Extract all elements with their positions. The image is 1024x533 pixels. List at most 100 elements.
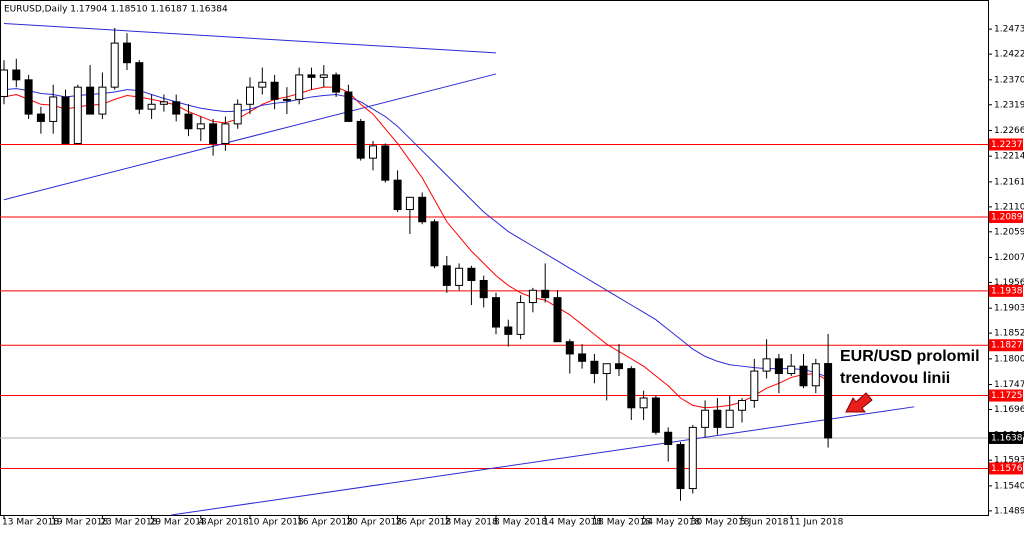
arrow (845, 392, 873, 413)
candle-body (12, 69, 21, 81)
candle-body (307, 74, 316, 78)
price-label: 1.16384 (991, 433, 1024, 443)
candle-body (184, 113, 193, 130)
y-tick-label: 1.17475 (994, 380, 1024, 390)
candle-body (467, 267, 476, 282)
candle-body (110, 42, 119, 88)
x-tick-label: 8 May 2018 (494, 518, 547, 528)
candle-body (504, 326, 513, 335)
level-label-bg (989, 339, 1023, 352)
candle-body (553, 297, 562, 343)
candle-body (442, 265, 451, 286)
candle-body (159, 101, 168, 105)
level-label: 1.20898 (991, 212, 1024, 222)
x-tick-label: 19 Mar 2018 (51, 518, 108, 528)
candle-body (688, 426, 697, 490)
y-tick-label: 1.14895 (994, 506, 1024, 516)
candle-body (615, 363, 623, 370)
candle-body (172, 101, 181, 115)
candle-body (651, 397, 660, 433)
x-tick-label: 16 Apr 2018 (297, 518, 353, 528)
candle-body (147, 103, 156, 110)
candle-body (258, 81, 267, 88)
candle-body (602, 363, 611, 375)
candle-body (455, 267, 464, 286)
candle-body (430, 221, 439, 267)
x-tick-label: 24 May 2018 (642, 518, 701, 528)
chart-title: EURUSD,Daily 1.17904 1.18510 1.16187 1.1… (4, 5, 228, 15)
x-tick-label: 5 Jun 2018 (740, 518, 789, 528)
candle-body (123, 42, 131, 64)
candle-body (24, 79, 33, 115)
y-tick-label: 1.22140 (994, 152, 1024, 162)
candle-body (295, 74, 304, 100)
price-label-bg (989, 431, 1023, 444)
candle-body (86, 86, 95, 115)
annotation: trendovou linii (840, 370, 950, 387)
candle-body (701, 409, 710, 428)
candle-body (492, 297, 500, 328)
level-label-bg (989, 462, 1023, 475)
x-tick-label: 4 Apr 2018 (199, 518, 249, 528)
x-tick-label: 29 Mar 2018 (150, 518, 207, 528)
candle-body (270, 81, 279, 100)
candle-body (738, 399, 746, 411)
trend-line (171, 406, 915, 516)
level-label: 1.18278 (991, 341, 1024, 351)
candle-body (418, 196, 427, 223)
candle-body (824, 363, 833, 439)
candle-body (811, 363, 820, 387)
candle-body (528, 289, 537, 304)
candle-body (98, 86, 107, 115)
y-tick-label: 1.23190 (994, 100, 1024, 110)
candle-body (319, 74, 328, 78)
candle-body (344, 91, 353, 122)
candle-body (774, 358, 783, 375)
y-tick-label: 1.19560 (994, 278, 1024, 288)
y-tick-label: 1.15930 (994, 456, 1024, 466)
y-tick-label: 1.19035 (994, 304, 1024, 314)
candle-body (627, 368, 636, 409)
plot-area (0, 23, 988, 516)
x-tick-label: 11 Jun 2018 (789, 518, 843, 528)
candle-body (725, 409, 734, 428)
level-label-bg (989, 284, 1023, 297)
y-tick-label: 1.24735 (994, 25, 1024, 35)
candle-body (393, 179, 402, 211)
candle-body (639, 397, 648, 409)
candle-body (209, 123, 218, 144)
y-tick-label: 1.20595 (994, 227, 1024, 237)
candle-body (246, 86, 254, 105)
candle-body (676, 444, 685, 490)
candle-body (369, 145, 377, 159)
y-tick-label: 1.21105 (994, 202, 1024, 212)
candle-body (664, 431, 673, 446)
candle-body (578, 353, 587, 362)
y-tick-label: 1.21615 (994, 177, 1024, 187)
x-tick-label: 14 May 2018 (543, 518, 602, 528)
candle-body (762, 358, 771, 372)
y-tick-label: 1.24225 (994, 50, 1024, 60)
x-tick-label: 10 Apr 2018 (248, 518, 304, 528)
candle-body (479, 280, 488, 299)
candle-body (516, 302, 525, 335)
x-tick-label: 23 Mar 2018 (100, 518, 157, 528)
candle-body (713, 409, 722, 428)
x-tick-label: 18 May 2018 (592, 518, 651, 528)
candle-body (221, 123, 230, 144)
x-tick-label: 20 Apr 2018 (346, 518, 402, 528)
candle-body (0, 69, 8, 97)
level-label-bg (989, 138, 1023, 151)
candle-body (135, 62, 144, 110)
trend-line (3, 23, 497, 54)
candle-body (233, 103, 242, 125)
candle-body (405, 196, 414, 211)
candle-body (332, 74, 341, 93)
plot-frame (0, 0, 989, 516)
candle-body (799, 365, 808, 387)
y-tick-label: 1.22665 (994, 126, 1024, 136)
candle-body (49, 96, 58, 122)
y-tick-label: 1.18525 (994, 329, 1024, 339)
